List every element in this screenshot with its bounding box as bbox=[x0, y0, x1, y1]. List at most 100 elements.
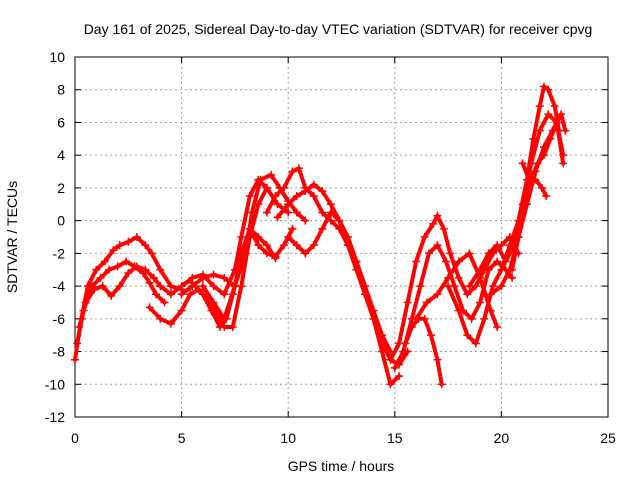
data-point-plus-marker bbox=[141, 241, 150, 250]
series-line bbox=[467, 112, 566, 289]
data-point-plus-marker bbox=[279, 241, 288, 250]
data-point-plus-marker bbox=[284, 233, 293, 241]
data-point-plus-marker bbox=[147, 249, 156, 258]
data-point-plus-marker bbox=[288, 224, 297, 233]
data-point-plus-marker bbox=[113, 262, 122, 271]
data-point-plus-marker bbox=[420, 314, 429, 323]
data-point-plus-marker bbox=[467, 314, 476, 323]
data-point-plus-marker bbox=[493, 241, 502, 250]
data-point-plus-marker bbox=[149, 273, 158, 282]
data-point-plus-marker bbox=[301, 187, 310, 196]
data-point-plus-marker bbox=[237, 249, 246, 258]
data-point-plus-marker bbox=[292, 192, 301, 201]
data-point-plus-marker bbox=[542, 192, 551, 201]
data-point-plus-marker bbox=[439, 224, 448, 233]
data-point-plus-marker bbox=[145, 303, 154, 312]
data-point-plus-marker bbox=[416, 282, 425, 291]
data-point-plus-marker bbox=[309, 241, 318, 250]
data-point-plus-marker bbox=[546, 134, 555, 143]
data-point-plus-marker bbox=[501, 257, 510, 266]
data-point-plus-marker bbox=[318, 208, 327, 217]
data-point-plus-marker bbox=[177, 306, 186, 315]
data-point-plus-marker bbox=[271, 192, 280, 201]
data-point-plus-marker bbox=[401, 339, 410, 348]
data-point-plus-marker bbox=[177, 290, 186, 299]
data-point-plus-marker bbox=[273, 200, 282, 209]
data-point-plus-marker bbox=[407, 323, 416, 331]
data-point-plus-marker bbox=[209, 298, 218, 307]
data-point-plus-marker bbox=[378, 347, 387, 356]
data-point-plus-marker bbox=[105, 265, 114, 274]
series-sat-track-19 bbox=[508, 118, 568, 274]
x-tick-label: 20 bbox=[494, 430, 510, 446]
data-point-plus-marker bbox=[262, 241, 271, 250]
data-point-plus-marker bbox=[369, 306, 378, 315]
data-point-plus-marker bbox=[557, 110, 566, 119]
data-point-plus-marker bbox=[245, 192, 254, 201]
data-point-plus-marker bbox=[145, 278, 154, 287]
data-point-plus-marker bbox=[326, 200, 335, 209]
data-point-plus-marker bbox=[273, 213, 282, 222]
data-point-plus-marker bbox=[90, 285, 99, 294]
data-point-plus-marker bbox=[262, 183, 271, 192]
data-point-plus-marker bbox=[209, 270, 218, 279]
data-point-plus-marker bbox=[561, 126, 570, 135]
data-point-plus-marker bbox=[488, 282, 497, 291]
data-point-plus-marker bbox=[544, 110, 553, 119]
y-axis-label: SDTVAR / TECUs bbox=[4, 181, 20, 293]
data-point-plus-marker bbox=[429, 219, 438, 228]
data-point-plus-marker bbox=[271, 252, 280, 261]
data-point-plus-marker bbox=[107, 291, 116, 300]
data-point-plus-marker bbox=[141, 265, 150, 274]
data-point-plus-marker bbox=[540, 151, 549, 160]
series-sat-track-13 bbox=[390, 241, 517, 372]
data-point-plus-marker bbox=[535, 102, 544, 111]
data-point-plus-marker bbox=[390, 363, 399, 372]
data-point-plus-marker bbox=[514, 233, 523, 241]
data-point-plus-marker bbox=[132, 262, 141, 271]
data-point-plus-marker bbox=[122, 257, 131, 266]
data-point-plus-marker bbox=[267, 170, 276, 179]
data-point-plus-marker bbox=[96, 273, 105, 282]
data-point-plus-marker bbox=[124, 237, 133, 246]
data-point-plus-marker bbox=[508, 273, 517, 282]
data-point-plus-marker bbox=[422, 298, 431, 307]
data-point-plus-marker bbox=[412, 314, 421, 323]
series-sat-track-12 bbox=[386, 211, 523, 364]
data-point-plus-marker bbox=[288, 167, 297, 176]
data-point-plus-marker bbox=[245, 224, 254, 233]
data-point-plus-marker bbox=[309, 180, 318, 189]
data-point-plus-marker bbox=[476, 265, 485, 274]
data-point-plus-marker bbox=[531, 175, 540, 184]
data-point-plus-marker bbox=[220, 290, 229, 299]
x-tick-label: 15 bbox=[387, 430, 403, 446]
data-point-plus-marker bbox=[166, 319, 175, 328]
x-tick-label: 0 bbox=[71, 430, 79, 446]
data-point-plus-marker bbox=[454, 257, 463, 266]
data-point-plus-marker bbox=[520, 200, 529, 209]
data-point-plus-marker bbox=[433, 290, 442, 299]
y-tick-label: -8 bbox=[53, 344, 66, 360]
series-line bbox=[446, 84, 561, 346]
data-point-plus-marker bbox=[378, 331, 387, 340]
data-point-plus-marker bbox=[301, 216, 310, 225]
data-point-plus-marker bbox=[81, 298, 90, 307]
data-point-plus-marker bbox=[256, 175, 265, 184]
data-point-plus-marker bbox=[476, 273, 485, 282]
series-line bbox=[73, 235, 184, 362]
data-point-plus-marker bbox=[537, 183, 546, 192]
data-point-plus-marker bbox=[156, 282, 165, 291]
data-point-plus-marker bbox=[444, 273, 453, 282]
data-point-plus-marker bbox=[412, 257, 421, 266]
y-tick-label: -12 bbox=[45, 409, 65, 425]
data-point-plus-marker bbox=[177, 282, 186, 291]
series-sat-track-8 bbox=[198, 224, 297, 323]
data-point-plus-marker bbox=[465, 249, 474, 258]
data-point-plus-marker bbox=[559, 159, 568, 168]
series-sat-track-16 bbox=[444, 82, 563, 348]
data-point-plus-marker bbox=[198, 282, 207, 291]
data-point-plus-marker bbox=[476, 298, 485, 307]
data-point-plus-marker bbox=[262, 208, 271, 217]
data-point-plus-marker bbox=[484, 265, 493, 274]
data-point-plus-marker bbox=[508, 265, 517, 274]
